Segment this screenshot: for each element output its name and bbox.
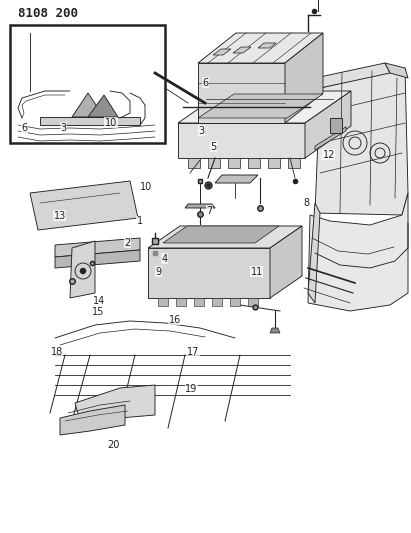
- Polygon shape: [176, 298, 186, 306]
- Polygon shape: [185, 204, 215, 208]
- Text: 3: 3: [61, 123, 67, 133]
- Text: 13: 13: [53, 211, 66, 221]
- Text: 9: 9: [155, 267, 161, 277]
- Text: 2: 2: [124, 238, 131, 247]
- Text: 20: 20: [107, 440, 119, 450]
- Text: 12: 12: [323, 150, 335, 159]
- Text: 8108 200: 8108 200: [18, 7, 78, 20]
- Polygon shape: [88, 95, 118, 117]
- Polygon shape: [330, 118, 342, 133]
- Polygon shape: [198, 63, 285, 123]
- Polygon shape: [212, 298, 222, 306]
- Polygon shape: [30, 181, 138, 230]
- Polygon shape: [308, 203, 320, 303]
- Text: 15: 15: [92, 307, 105, 317]
- Polygon shape: [194, 298, 204, 306]
- Polygon shape: [163, 226, 279, 243]
- Polygon shape: [248, 298, 258, 306]
- Polygon shape: [213, 49, 231, 55]
- Text: 10: 10: [105, 118, 117, 127]
- Polygon shape: [268, 158, 280, 168]
- Text: 7: 7: [206, 206, 213, 215]
- Polygon shape: [198, 94, 323, 118]
- Text: 14: 14: [92, 296, 105, 306]
- Polygon shape: [305, 91, 351, 158]
- Polygon shape: [270, 328, 280, 333]
- Polygon shape: [75, 385, 155, 421]
- Text: 11: 11: [251, 267, 263, 277]
- Polygon shape: [258, 43, 276, 48]
- Polygon shape: [248, 158, 260, 168]
- Polygon shape: [308, 193, 408, 311]
- Polygon shape: [60, 405, 125, 435]
- Circle shape: [80, 268, 86, 274]
- Polygon shape: [178, 91, 351, 123]
- Text: 1: 1: [137, 216, 143, 226]
- Polygon shape: [40, 117, 140, 125]
- Text: 3: 3: [199, 126, 204, 135]
- Polygon shape: [230, 298, 240, 306]
- Polygon shape: [288, 158, 300, 168]
- Polygon shape: [188, 158, 200, 168]
- Text: 6: 6: [203, 78, 208, 87]
- Polygon shape: [385, 63, 408, 78]
- Polygon shape: [55, 250, 140, 268]
- Text: 4: 4: [162, 254, 167, 263]
- Text: 17: 17: [187, 347, 199, 357]
- Text: 5: 5: [210, 142, 217, 151]
- Polygon shape: [233, 47, 251, 53]
- Polygon shape: [215, 175, 258, 183]
- Polygon shape: [148, 226, 302, 248]
- Polygon shape: [208, 158, 220, 168]
- Polygon shape: [315, 68, 408, 215]
- Text: 8: 8: [303, 198, 309, 207]
- Polygon shape: [198, 33, 323, 63]
- Polygon shape: [285, 33, 323, 123]
- Text: 10: 10: [140, 182, 152, 191]
- Text: 16: 16: [169, 315, 181, 325]
- Polygon shape: [55, 238, 140, 257]
- Text: 18: 18: [51, 347, 63, 357]
- Polygon shape: [315, 63, 390, 88]
- Polygon shape: [228, 158, 240, 168]
- Polygon shape: [315, 127, 346, 150]
- Text: 6: 6: [22, 123, 28, 133]
- Polygon shape: [148, 248, 270, 298]
- Polygon shape: [158, 298, 168, 306]
- Polygon shape: [72, 93, 104, 117]
- Text: 19: 19: [185, 384, 197, 394]
- Polygon shape: [70, 241, 95, 298]
- Bar: [10, 25, 165, 143]
- Polygon shape: [270, 226, 302, 298]
- Polygon shape: [178, 123, 305, 158]
